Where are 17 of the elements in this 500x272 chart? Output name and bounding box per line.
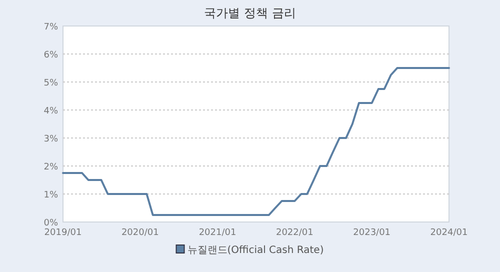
x-tick-label: 2024/01 (430, 228, 468, 238)
y-tick-label: 0% (44, 218, 58, 228)
y-tick-label: 1% (44, 190, 58, 200)
x-tick-label: 2021/01 (198, 228, 236, 238)
y-tick-label: 5% (44, 78, 58, 88)
y-tick-label: 6% (44, 50, 58, 60)
x-tick-label: 2022/01 (276, 228, 314, 238)
line-series (62, 67, 450, 216)
x-tick-label: 2023/01 (353, 228, 391, 238)
legend-label: 뉴질랜드(Official Cash Rate) (187, 245, 324, 256)
y-tick-label: 2% (44, 162, 58, 172)
y-tick-label: 3% (44, 134, 58, 144)
y-tick-label: 7% (44, 22, 58, 32)
x-tick-label: 2019/01 (44, 228, 82, 238)
x-tick-label: 2020/01 (121, 228, 159, 238)
chart-title: 국가별 정책 금리 (204, 6, 296, 20)
y-tick-label: 4% (44, 106, 58, 116)
